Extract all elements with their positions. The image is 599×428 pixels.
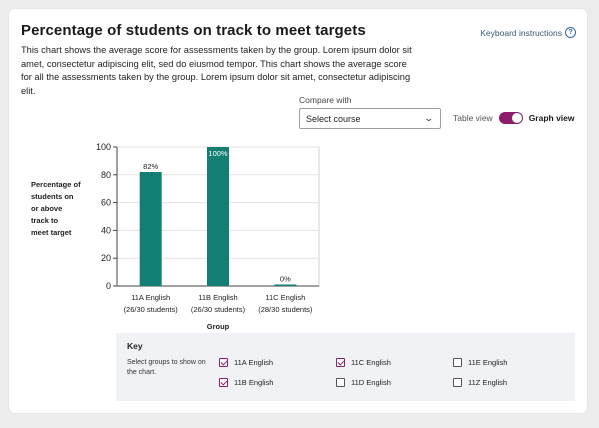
checkbox[interactable] <box>453 378 462 387</box>
checkbox[interactable] <box>336 378 345 387</box>
key-item-label: 11B English <box>234 378 274 387</box>
graph-view-label[interactable]: Graph view <box>528 113 575 123</box>
key-item-11a[interactable]: 11A English <box>219 358 273 367</box>
page-title: Percentage of students on track to meet … <box>21 22 366 39</box>
y-tick-label: 40 <box>101 225 111 235</box>
help-icon: ? <box>565 27 576 38</box>
chart-description: This chart shows the average score for a… <box>21 45 412 96</box>
y-tick-label: 20 <box>101 253 111 263</box>
x-tick-sublabel: (26/30 students) <box>191 305 246 314</box>
key-item-label: 11D English <box>351 378 391 387</box>
bar-chart: 0 20 40 60 80 100 82% 11A English (26/30 student… <box>96 142 320 331</box>
course-select[interactable]: Select course ⌄ <box>299 108 441 129</box>
y-axis-label-line: track to <box>31 216 59 225</box>
x-tick-sublabel: (28/30 students) <box>258 305 313 314</box>
y-tick-label: 80 <box>101 170 111 180</box>
chevron-down-icon: ⌄ <box>423 113 435 123</box>
toggle-knob <box>511 113 522 123</box>
key-item-11b[interactable]: 11B English <box>219 378 273 387</box>
key-item-label: 11Z English <box>468 378 508 387</box>
data-label: 0% <box>280 275 291 284</box>
key-panel: Key Select groups to show on the chart. … <box>116 333 575 401</box>
key-item-11d[interactable]: 11D English <box>336 378 391 387</box>
key-item-11c[interactable]: 11C English <box>336 358 391 367</box>
key-title: Key <box>127 341 143 351</box>
checkbox[interactable] <box>219 378 228 387</box>
key-item-label: 11C English <box>351 358 391 367</box>
data-label: 82% <box>143 162 158 171</box>
bar <box>207 147 229 286</box>
view-toggle-switch[interactable] <box>498 112 523 124</box>
bar <box>139 172 162 286</box>
y-tick-label: 100 <box>96 142 111 152</box>
y-tick-label: 0 <box>106 281 111 291</box>
x-tick-label: 11B English <box>198 293 237 302</box>
bar <box>274 284 297 286</box>
y-axis-label: Percentage of students on or above track… <box>31 179 91 239</box>
compare-label: Compare with <box>299 95 352 105</box>
x-tick-sublabel: (26/30 students) <box>124 305 179 314</box>
checkbox[interactable] <box>453 358 462 367</box>
table-view-label[interactable]: Table view <box>453 113 493 123</box>
y-axis-label-line: Percentage of <box>31 180 81 189</box>
checkbox[interactable] <box>219 358 228 367</box>
key-item-label: 11A English <box>234 358 274 367</box>
keyboard-instructions-label: Keyboard instructions <box>480 27 562 38</box>
y-axis-label-line: meet target <box>31 228 72 237</box>
course-select-value: Select course <box>306 113 361 124</box>
key-item-11e[interactable]: 11E English <box>453 358 507 367</box>
key-description: Select groups to show on the chart. <box>127 359 206 376</box>
data-label: 100% <box>208 149 228 158</box>
x-tick-label: 11A English <box>131 293 170 302</box>
key-item-11z[interactable]: 11Z English <box>453 378 507 387</box>
checkbox[interactable] <box>336 358 345 367</box>
x-tick-label: 11C English <box>265 293 305 302</box>
y-axis-label-line: or above <box>31 204 63 213</box>
chart-card: Percentage of students on track to meet … <box>9 9 587 413</box>
view-toggle-row: Table view Graph view <box>453 112 575 124</box>
y-tick-label: 60 <box>101 198 111 208</box>
keyboard-instructions-link[interactable]: Keyboard instructions ? <box>480 27 576 38</box>
key-item-label: 11E English <box>468 358 508 367</box>
y-axis-label-line: students on <box>31 192 74 201</box>
x-axis-label: Group <box>207 322 230 331</box>
